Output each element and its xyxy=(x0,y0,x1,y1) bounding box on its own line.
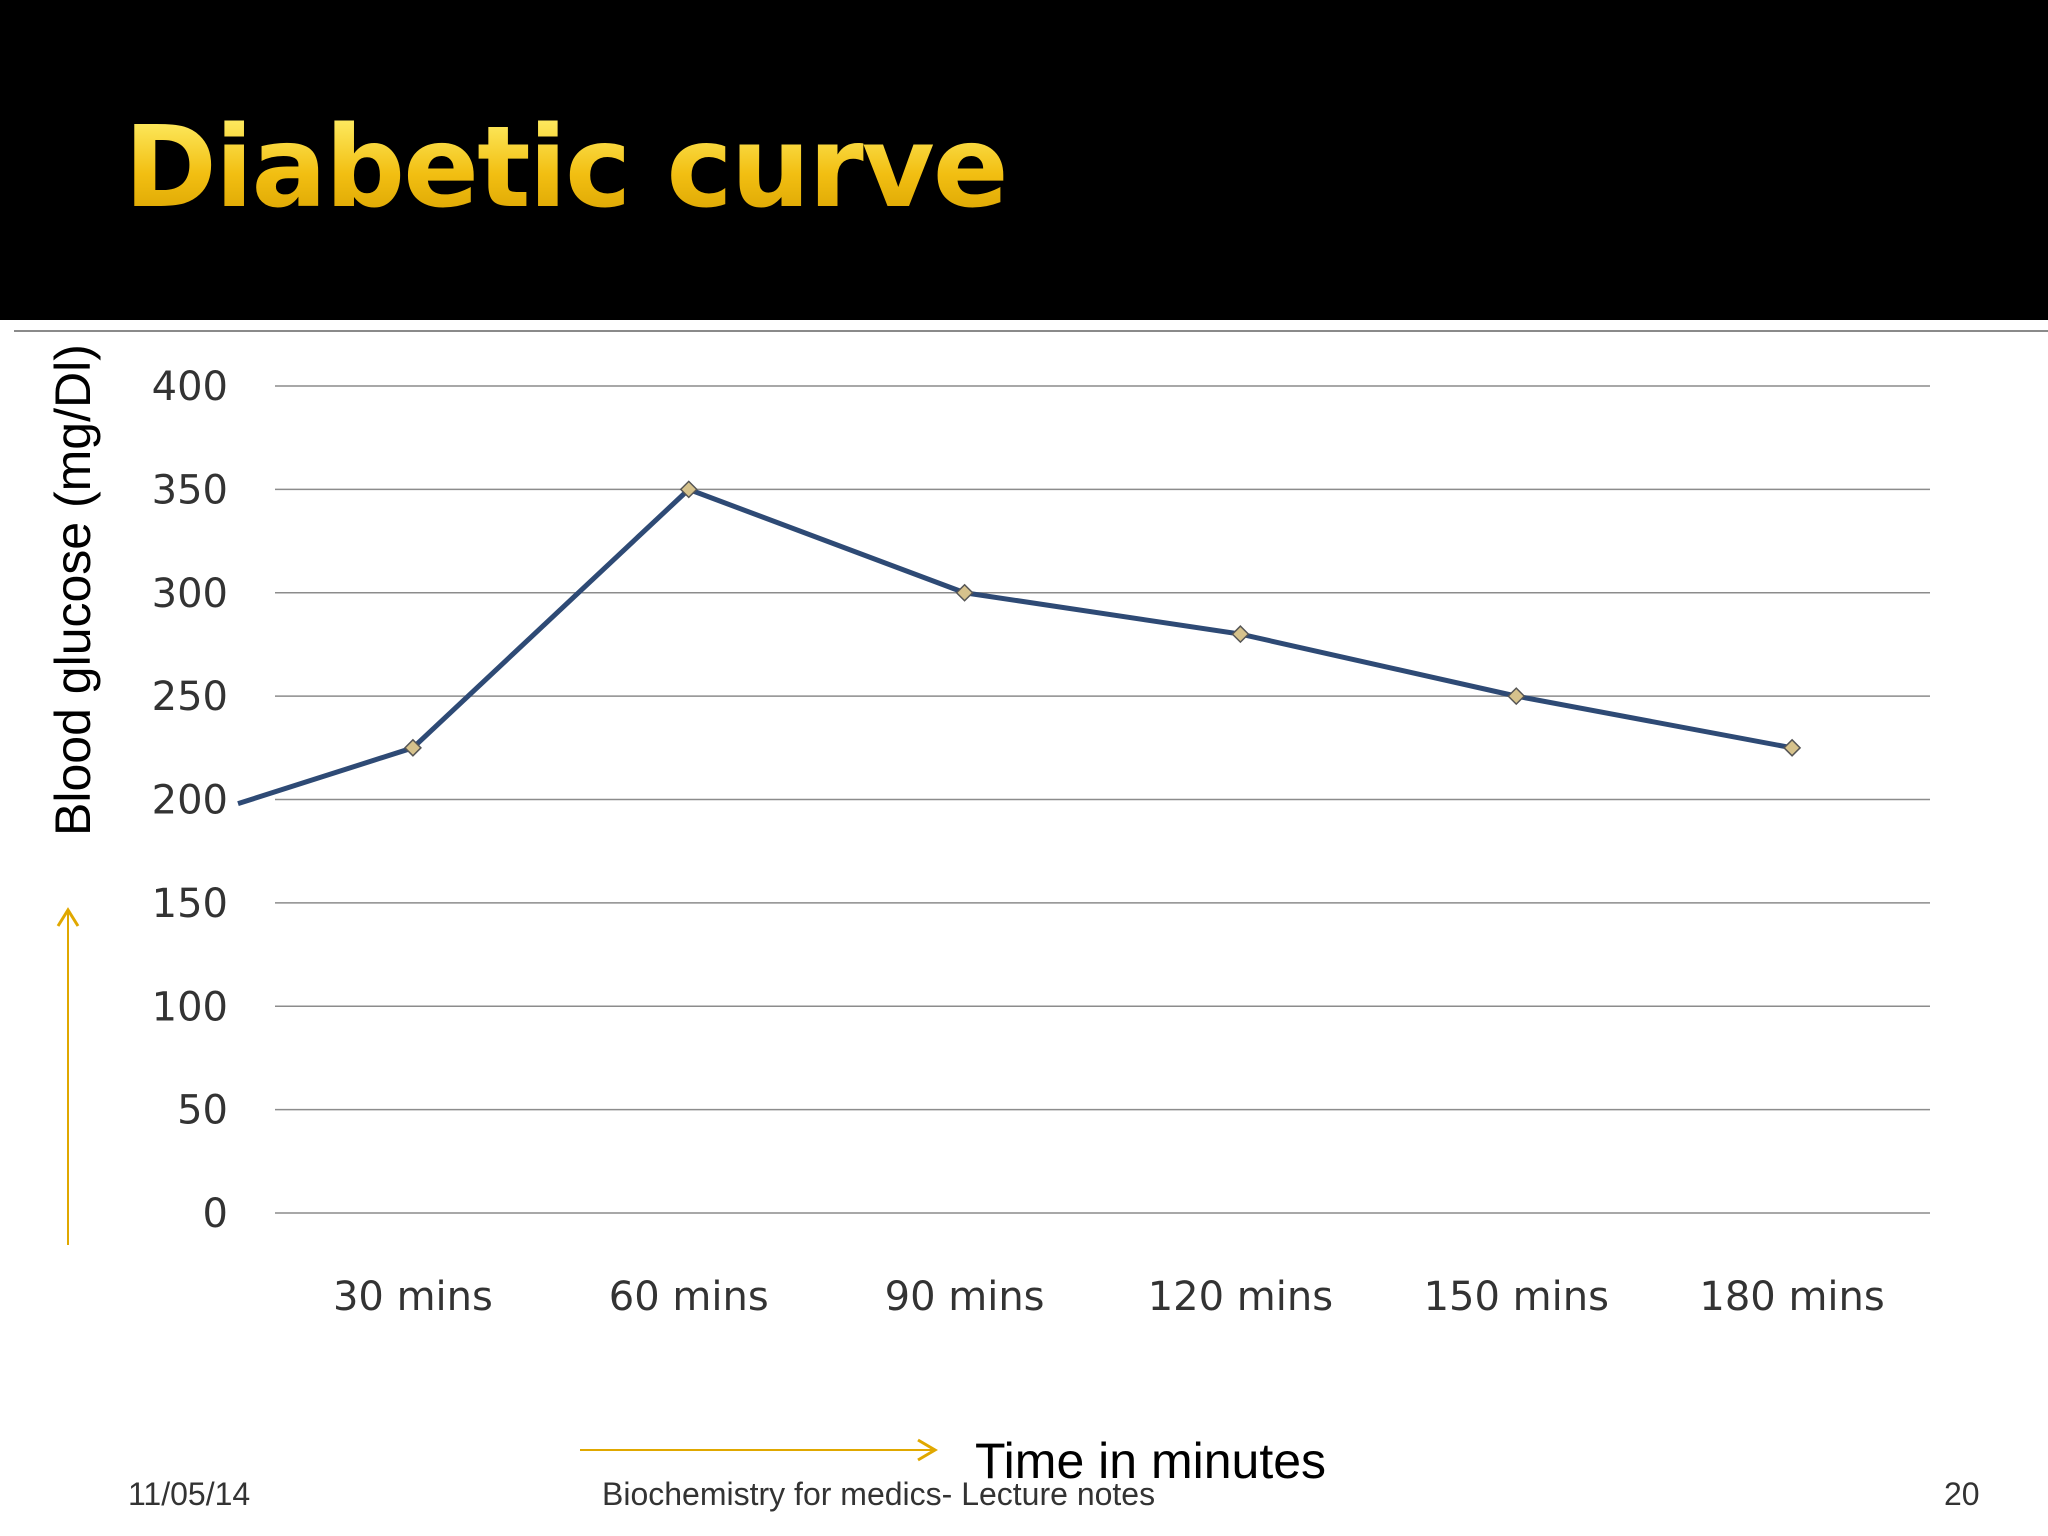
divider-line xyxy=(14,330,2048,332)
data-point xyxy=(679,480,698,499)
data-point xyxy=(1507,687,1526,706)
y-tick-label: 350 xyxy=(152,467,228,513)
page-number: 20 xyxy=(1944,1476,1980,1512)
y-tick-label: 250 xyxy=(152,674,228,720)
x-tick-label: 180 mins xyxy=(1699,1274,1884,1320)
x-tick-label: 60 mins xyxy=(609,1274,769,1320)
data-point xyxy=(1783,738,1802,757)
x-tick-label: 120 mins xyxy=(1148,1274,1333,1320)
y-tick-label: 150 xyxy=(152,881,228,927)
slide-title: Diabetic curve xyxy=(124,103,1009,233)
data-point xyxy=(1231,625,1250,644)
series-line xyxy=(237,486,1793,807)
y-tick-label: 300 xyxy=(152,571,228,617)
y-tick-label: 200 xyxy=(152,778,228,824)
data-point xyxy=(403,738,422,757)
x-tick-label: 90 mins xyxy=(885,1274,1045,1320)
title-bar: Diabetic curve xyxy=(0,0,2048,320)
x-tick-label: 150 mins xyxy=(1424,1274,1609,1320)
y-axis-label: Blood glucose (mg/Dl) xyxy=(45,344,101,836)
x-axis-arrowhead xyxy=(917,1438,938,1462)
y-tick-label: 50 xyxy=(177,1088,228,1134)
footer-title: Biochemistry for medics- Lecture notes xyxy=(602,1476,1156,1512)
footer-date: 11/05/14 xyxy=(128,1476,251,1512)
data-point xyxy=(955,583,974,602)
x-tick-label: 30 mins xyxy=(333,1274,493,1320)
y-tick-label: 400 xyxy=(152,364,228,410)
y-tick-label: 0 xyxy=(203,1191,228,1237)
y-tick-label: 100 xyxy=(152,984,228,1030)
y-axis-arrowhead xyxy=(56,907,80,927)
x-axis-label: Time in minutes xyxy=(975,1433,1327,1489)
